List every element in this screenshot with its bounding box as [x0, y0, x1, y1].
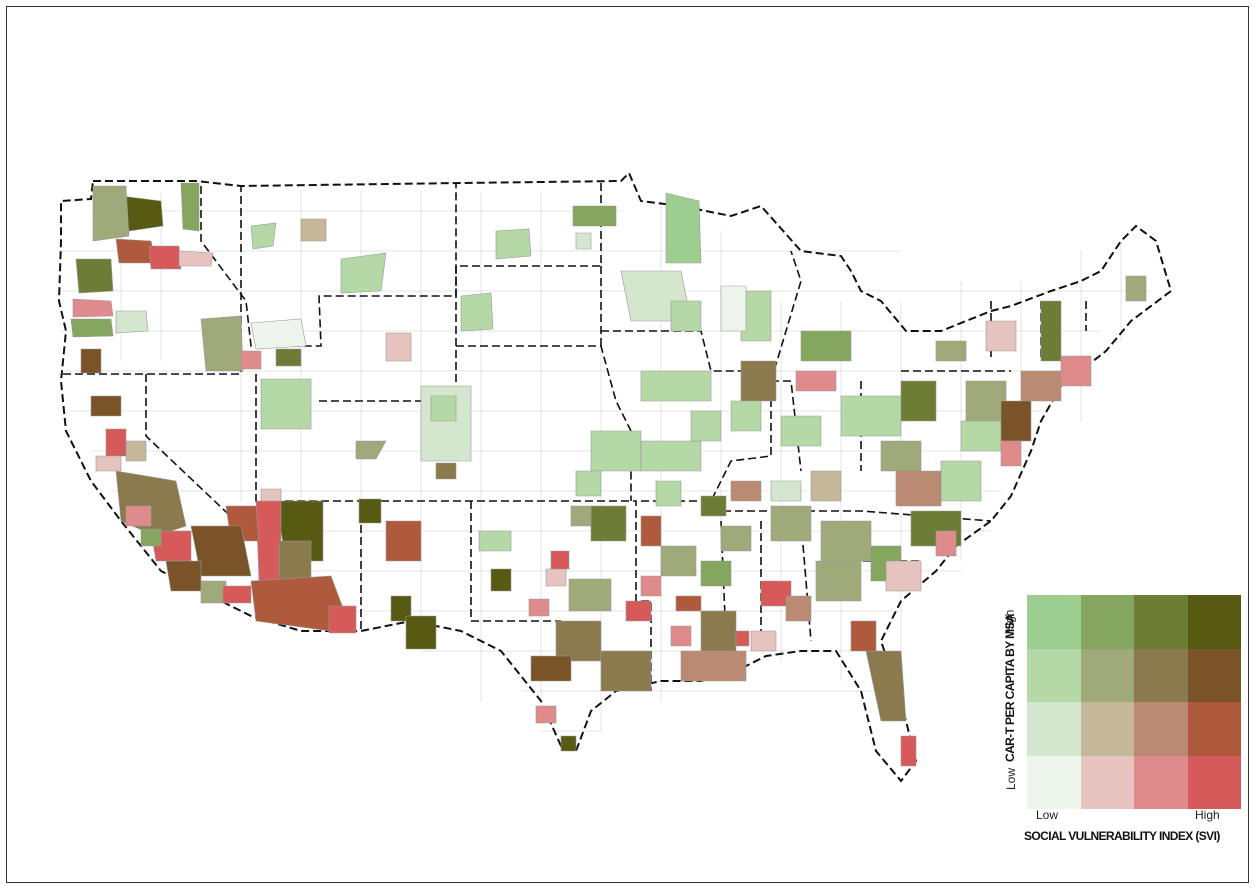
- legend-x-high-label: High: [1195, 808, 1220, 822]
- legend-x-low-label: Low: [1036, 808, 1059, 822]
- legend-y-high-label: High: [1002, 609, 1017, 635]
- state-borders: [63, 183, 1087, 691]
- legend-cell: [1027, 595, 1081, 649]
- legend-cell: [1187, 595, 1241, 649]
- legend-cell: [1187, 648, 1241, 702]
- us-county-map: [57, 171, 1173, 783]
- legend-cell: [1134, 595, 1188, 649]
- legend-cell: [1080, 648, 1134, 702]
- legend-x-axis-title: SOCIAL VULNERABILITY INDEX (SVI): [1024, 829, 1220, 843]
- us-outline: [57, 171, 1173, 783]
- legend-cell: [1187, 702, 1241, 756]
- figure-frame: [6, 6, 1249, 883]
- legend-cell: [1027, 702, 1081, 756]
- legend-cell: [1134, 702, 1188, 756]
- legend-cell: [1027, 648, 1081, 702]
- legend-cell: [1027, 755, 1081, 809]
- legend-cell: [1134, 648, 1188, 702]
- legend-cell: [1080, 595, 1134, 649]
- bivariate-legend: [1027, 595, 1241, 809]
- legend-cell: [1187, 755, 1241, 809]
- legend-cell: [1080, 702, 1134, 756]
- legend-y-low-label: Low: [1004, 767, 1019, 791]
- legend-cell: [1080, 755, 1134, 809]
- legend-cell: [1134, 755, 1188, 809]
- msa-regions: [70, 182, 1147, 767]
